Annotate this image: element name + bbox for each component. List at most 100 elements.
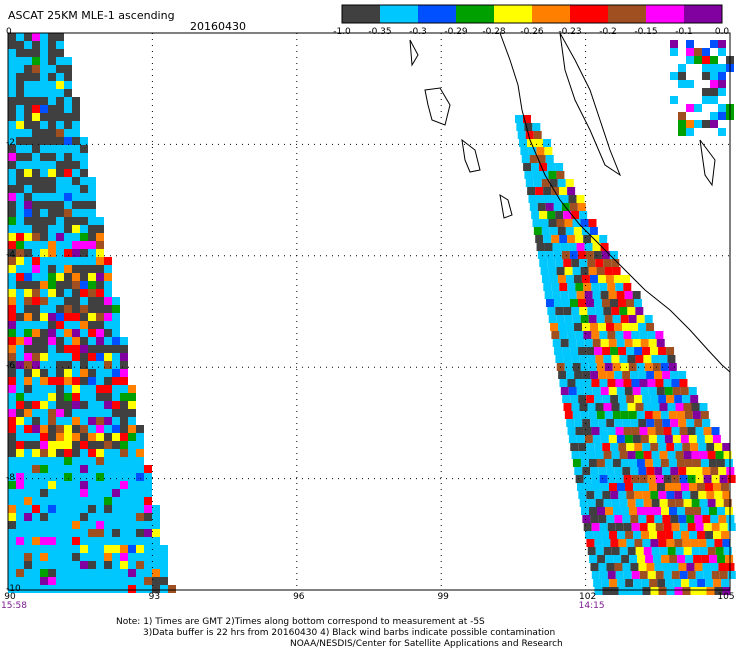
swath-cell <box>64 169 72 177</box>
swath-cell <box>128 433 136 441</box>
swath-cell <box>56 513 64 521</box>
swath-cell <box>16 41 24 49</box>
swath-cell <box>72 97 80 105</box>
swath-cell <box>112 585 120 593</box>
swath-cell <box>8 537 16 545</box>
swath-cell <box>596 315 605 323</box>
swath-cell <box>24 113 32 121</box>
swath-cell <box>136 465 144 473</box>
swath-cell <box>679 523 688 531</box>
swath-cell <box>16 65 24 73</box>
swath-cell <box>16 145 24 153</box>
swath-cell <box>8 233 16 241</box>
swath-cell <box>80 161 88 169</box>
swath-cell <box>32 449 40 457</box>
swath-cell <box>120 481 128 489</box>
swath-cell <box>702 515 711 523</box>
swath-cell <box>623 379 632 387</box>
swath-cell <box>601 531 610 539</box>
swath-cell <box>32 417 40 425</box>
swath-cell <box>72 153 80 161</box>
swath-cell <box>644 315 653 323</box>
swath-cell <box>572 363 581 371</box>
swath-cell <box>8 249 16 257</box>
swath-cell <box>580 267 589 275</box>
swath-cell <box>558 371 567 379</box>
swath-cell <box>599 283 608 291</box>
swath-cell <box>537 155 546 163</box>
swath-cell <box>48 273 56 281</box>
swath-cell <box>702 88 710 96</box>
swath-cell <box>24 385 32 393</box>
swath-cell <box>48 41 56 49</box>
swath-cell <box>669 507 678 515</box>
swath-cell <box>634 587 643 595</box>
swath-cell <box>72 137 80 145</box>
swath-cell <box>64 449 72 457</box>
swath-cell <box>686 563 695 571</box>
swath-cell <box>80 425 88 433</box>
swath-cell <box>64 425 72 433</box>
swath-cell <box>599 379 608 387</box>
swath-cell <box>623 475 632 483</box>
swath-cell <box>638 563 647 571</box>
swath-cell <box>72 193 80 201</box>
swath-cell <box>532 123 541 131</box>
swath-cell <box>40 529 48 537</box>
swath-cell <box>72 185 80 193</box>
swath-cell <box>687 571 696 579</box>
swath-cell <box>48 481 56 489</box>
swath-cell <box>593 531 602 539</box>
swath-cell <box>8 497 16 505</box>
swath-cell <box>56 129 64 137</box>
swath-cell <box>525 179 534 187</box>
swath-cell <box>710 72 718 80</box>
swath-cell <box>16 137 24 145</box>
swath-cell <box>56 369 64 377</box>
swath-cell <box>676 411 685 419</box>
swath-cell <box>8 545 16 553</box>
colorbar-swatch <box>684 5 722 23</box>
swath-cell <box>64 249 72 257</box>
swath-cell <box>596 459 605 467</box>
swath-cell <box>40 489 48 497</box>
swath-cell <box>16 393 24 401</box>
swath-cell <box>661 555 670 563</box>
swath-cell <box>646 371 655 379</box>
swath-cell <box>719 571 728 579</box>
swath-cell <box>16 257 24 265</box>
swath-cell <box>40 265 48 273</box>
swath-cell <box>694 48 702 56</box>
swath-cell <box>88 329 96 337</box>
swath-cell <box>639 571 648 579</box>
swath-cell <box>32 57 40 65</box>
swath-cell <box>112 465 120 473</box>
swath-cell <box>618 347 627 355</box>
swath-cell <box>104 321 112 329</box>
swath-cell <box>96 369 104 377</box>
swath-cell <box>136 505 144 513</box>
swath-cell <box>16 489 24 497</box>
swath-cell <box>649 579 658 587</box>
swath-cell <box>32 153 40 161</box>
swath-cell <box>590 419 599 427</box>
swath-cell <box>152 553 160 561</box>
swath-cell <box>40 153 48 161</box>
swath-cell <box>694 120 702 128</box>
swath-cell <box>48 89 56 97</box>
swath-cell <box>643 451 652 459</box>
swath-cell <box>112 321 120 329</box>
swath-cell <box>40 329 48 337</box>
swath-cell <box>710 64 718 72</box>
swath-cell <box>8 89 16 97</box>
swath-cell <box>659 547 668 555</box>
swath-cell <box>136 521 144 529</box>
swath-cell <box>136 537 144 545</box>
swath-cell <box>547 163 556 171</box>
swath-cell <box>56 377 64 385</box>
swath-cell <box>585 531 594 539</box>
swath-cell <box>574 323 583 331</box>
swath-cell <box>683 403 692 411</box>
swath-cell <box>523 115 531 123</box>
swath-cell <box>80 273 88 281</box>
